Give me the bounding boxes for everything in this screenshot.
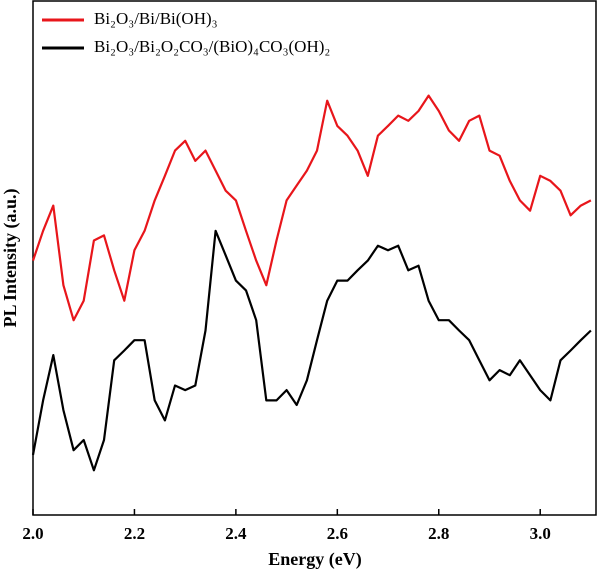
x-axis-title: Energy (eV) <box>268 549 361 570</box>
x-tick-label: 2.6 <box>327 524 348 543</box>
series-line <box>31 229 592 472</box>
x-tick-label: 2.2 <box>124 524 145 543</box>
legend-label: Bi₂O₃/Bi/Bi(OH)₃ <box>94 9 218 28</box>
plot-frame <box>32 0 597 516</box>
y-axis-title: PL Intensity (a.u.) <box>0 188 21 327</box>
series-line <box>31 94 592 322</box>
x-tick-label: 3.0 <box>530 524 551 543</box>
x-tick-label: 2.8 <box>428 524 449 543</box>
legend-label: Bi₂O₃/Bi₂O₂CO₃/(BiO)₄CO₃(OH)₂ <box>94 37 330 56</box>
x-tick-label: 2.4 <box>225 524 247 543</box>
x-tick-label: 2.0 <box>22 524 43 543</box>
